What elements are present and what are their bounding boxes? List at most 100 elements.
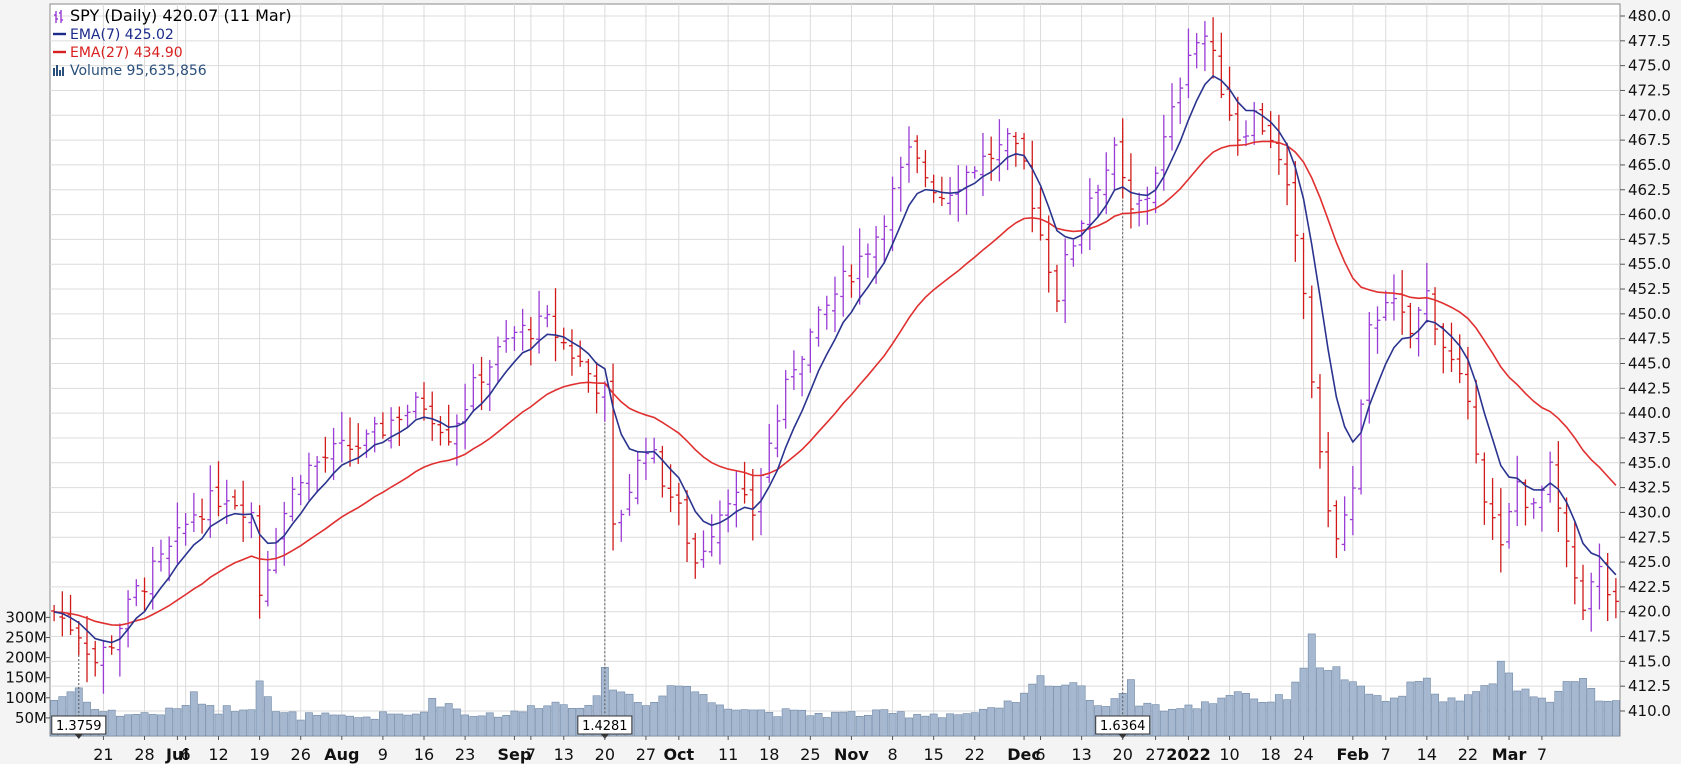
ohlc-bar xyxy=(421,382,428,421)
volume-bar xyxy=(444,703,453,737)
volume-bar xyxy=(1217,697,1226,737)
legend-label: SPY (Daily) 420.07 (11 Mar) xyxy=(70,6,292,25)
plot-area xyxy=(49,3,1621,737)
volume-bar xyxy=(1233,691,1242,737)
volume-tick-label: 50M xyxy=(15,709,47,727)
ohlc-bar xyxy=(856,228,863,305)
volume-bar xyxy=(1324,670,1333,737)
ohlc-bar xyxy=(651,437,658,464)
volume-bar xyxy=(1562,681,1571,737)
ohlc-bar xyxy=(930,174,937,203)
split-markers: 1.3759 1.4281 1.6364 xyxy=(51,128,1151,739)
volume-bar xyxy=(905,717,913,737)
price-tick-label: 422.5 xyxy=(1628,578,1671,596)
volume-bar xyxy=(1011,702,1020,737)
ohlc-bar xyxy=(1308,285,1315,399)
price-tick-label: 457.5 xyxy=(1628,230,1671,248)
ohlc-bar xyxy=(1448,322,1455,372)
ohlc-bar xyxy=(979,132,986,196)
volume-bar xyxy=(1274,694,1283,737)
ohlc-bar xyxy=(610,363,617,551)
ohlc-bar xyxy=(371,416,378,453)
price-tick-label: 455.0 xyxy=(1628,255,1671,273)
volume-bar xyxy=(650,701,659,737)
volume-bar xyxy=(1332,666,1341,737)
volume-bar xyxy=(946,713,954,737)
ohlc-bar xyxy=(848,264,855,298)
volume-bar xyxy=(765,712,774,737)
volume-bar xyxy=(617,691,626,737)
volume-bar xyxy=(1061,684,1070,737)
volume-bar xyxy=(66,691,75,737)
volume-bar xyxy=(568,708,576,737)
ohlc-bar xyxy=(1136,192,1143,227)
volume-bar xyxy=(847,711,856,737)
ohlc-bar xyxy=(1004,128,1011,171)
volume-bar xyxy=(321,712,330,737)
volume-bar xyxy=(518,711,527,737)
volume-bar xyxy=(329,714,338,737)
volume-bar xyxy=(1168,708,1176,737)
volume-bar xyxy=(346,715,354,737)
volume-bar xyxy=(1036,675,1045,737)
ohlc-bar xyxy=(1242,120,1249,147)
volume-bar xyxy=(642,705,650,737)
volume-bar xyxy=(107,709,116,737)
volume-bar xyxy=(609,689,617,737)
ohlc-bar xyxy=(684,490,691,563)
date-tick-label: 8 xyxy=(887,745,897,764)
volume-bar xyxy=(559,704,568,737)
volume-bar xyxy=(1053,686,1061,737)
volume-bar xyxy=(1069,682,1078,737)
ohlc-bar xyxy=(1514,455,1521,527)
price-tick-label: 465.0 xyxy=(1628,156,1671,174)
volume-bar xyxy=(354,717,363,737)
ohlc-bar xyxy=(1078,220,1085,254)
ohlc-bar xyxy=(733,471,740,528)
ohlc-bar xyxy=(1201,21,1208,72)
price-tick-label: 480.0 xyxy=(1628,7,1671,25)
price-tick-label: 445.0 xyxy=(1628,355,1671,373)
ohlc-bar xyxy=(1284,142,1291,206)
volume-bar xyxy=(1406,681,1415,737)
volume-bar xyxy=(124,714,132,737)
volume-bar xyxy=(1184,704,1193,737)
ohlc-bar xyxy=(914,135,921,174)
ema-27-line xyxy=(54,140,1617,627)
ohlc-bar xyxy=(1086,178,1093,251)
volume-bar xyxy=(526,705,535,737)
volume-bar xyxy=(1505,672,1513,737)
ohlc-bar xyxy=(1588,572,1595,632)
ohlc-bar xyxy=(996,119,1003,182)
volume-bar xyxy=(633,702,642,737)
volume-bar xyxy=(1472,691,1481,737)
ohlc-bar xyxy=(133,579,140,607)
legend-item: SPY (Daily) 420.07 (11 Mar) xyxy=(54,6,292,25)
ohlc-bar xyxy=(141,577,148,613)
volume-bar xyxy=(732,709,741,737)
price-tick-label: 472.5 xyxy=(1628,81,1671,99)
price-tick-label: 425.0 xyxy=(1628,553,1671,571)
price-tick-label: 470.0 xyxy=(1628,106,1671,124)
date-tick-label: 14 xyxy=(1417,745,1437,764)
ohlc-bar xyxy=(1481,452,1488,525)
volume-tick-label: 200M xyxy=(5,649,47,667)
ohlc-bar xyxy=(692,533,699,579)
price-tick-label: 435.0 xyxy=(1628,454,1671,472)
volume-bar xyxy=(781,708,790,737)
volume-tick-label: 250M xyxy=(5,629,47,647)
ohlc-bar xyxy=(1300,232,1307,320)
ohlc-bar xyxy=(1292,161,1299,262)
ohlc-bar xyxy=(511,326,518,351)
volume-bar xyxy=(395,713,404,737)
ohlc-bar xyxy=(1382,290,1389,321)
volume-bar xyxy=(1348,681,1357,737)
ohlc-bar xyxy=(881,215,888,264)
ohlc-bar xyxy=(1037,187,1044,241)
ohlc-bar xyxy=(166,536,173,582)
ohlc-bar xyxy=(116,623,123,677)
ohlc-bar xyxy=(1053,264,1060,313)
ohlc-bar xyxy=(396,406,403,446)
volume-bar xyxy=(231,711,239,737)
volume-bar xyxy=(1340,679,1349,737)
